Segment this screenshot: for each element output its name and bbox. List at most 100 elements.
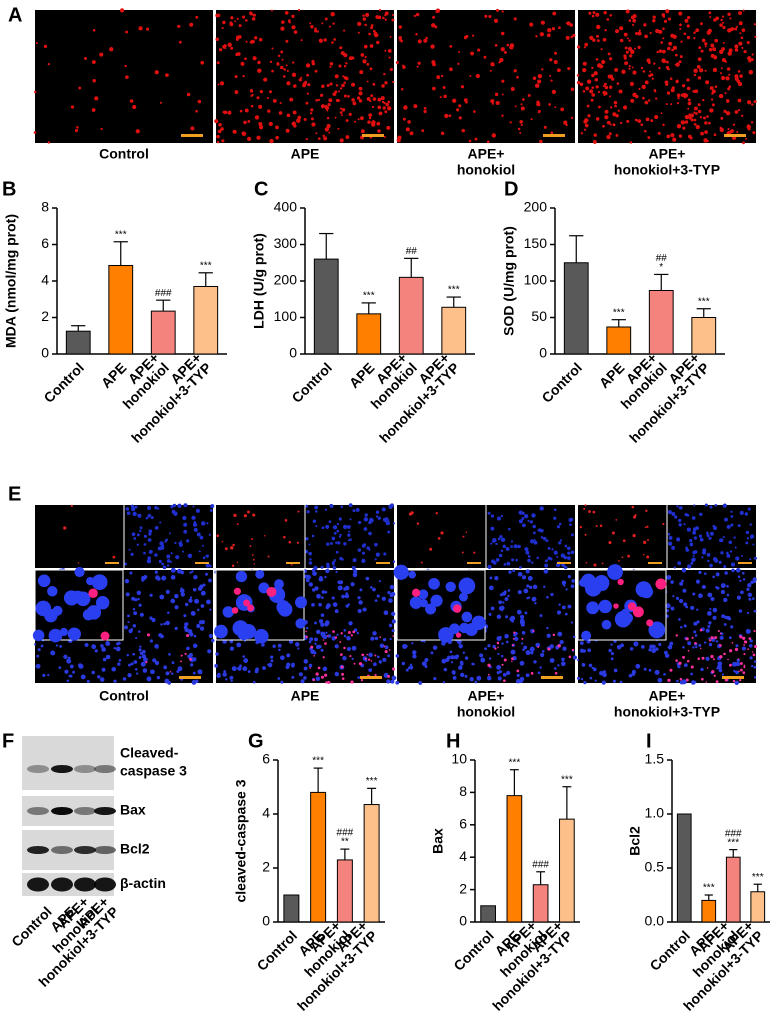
cell-dot — [276, 61, 279, 65]
cell-dot — [278, 648, 281, 652]
cell-dot — [189, 571, 192, 574]
cell-dot — [612, 679, 616, 683]
cell-dot — [267, 555, 270, 558]
cell-dot — [283, 68, 286, 71]
cell-dot — [629, 141, 633, 144]
cell-dot — [189, 22, 194, 27]
bar — [532, 884, 549, 923]
cell-dot — [693, 106, 698, 111]
cell-dot — [178, 40, 182, 44]
cell-dot — [305, 626, 309, 630]
cell-dot — [675, 634, 678, 637]
cell-dot — [649, 644, 654, 649]
cell-dot — [182, 550, 185, 553]
cell-dot — [216, 673, 221, 679]
cell-dot — [183, 529, 188, 534]
cell-dot — [675, 596, 680, 600]
cell-dot — [713, 674, 716, 677]
cell-dot — [320, 631, 326, 637]
cell-dot — [557, 631, 563, 637]
cell-dot — [255, 569, 265, 579]
cell-dot — [628, 674, 633, 678]
cell-dot — [509, 121, 512, 124]
significance-label: ### — [337, 828, 354, 839]
cell-dot — [341, 672, 345, 676]
cell-dot — [666, 575, 672, 580]
cell-dot — [607, 564, 623, 580]
cell-dot — [687, 101, 692, 106]
significance-label: *** — [115, 229, 127, 240]
cell-dot — [727, 29, 730, 33]
cell-dot — [737, 70, 741, 73]
cell-dot — [501, 114, 504, 117]
cell-dot — [722, 21, 725, 24]
cell-dot — [245, 40, 248, 43]
cell-dot — [243, 658, 249, 663]
cell-dot — [722, 535, 725, 539]
cell-dot — [715, 572, 720, 577]
cell-dot — [376, 655, 380, 659]
cell-dot — [633, 13, 636, 17]
cell-dot — [149, 639, 153, 643]
cell-dot — [306, 92, 309, 95]
cell-dot — [129, 99, 134, 103]
cell-dot — [710, 636, 714, 640]
cell-dot — [739, 74, 743, 78]
cell-dot — [712, 47, 717, 52]
y-tick-label: 100 — [524, 272, 548, 288]
image-caption: APE+ — [468, 146, 505, 162]
cell-dot — [409, 596, 423, 609]
cell-dot — [508, 570, 512, 574]
cell-dot — [343, 53, 348, 58]
cell-dot — [304, 574, 309, 579]
cell-dot — [191, 680, 197, 685]
bar — [65, 330, 91, 355]
cell-dot — [169, 671, 172, 673]
cell-dot — [714, 38, 719, 43]
cell-dot — [753, 665, 757, 669]
cell-dot — [697, 109, 702, 114]
cell-dot — [537, 73, 543, 79]
cell-dot — [450, 655, 455, 660]
cell-dot — [327, 634, 332, 638]
cell-dot — [499, 57, 504, 63]
cell-dot — [229, 639, 234, 644]
cell-dot — [425, 36, 428, 40]
cell-dot — [223, 670, 227, 673]
cell-dot — [693, 37, 696, 40]
cell-dot — [505, 547, 510, 551]
cell-dot — [117, 662, 121, 666]
cell-dot — [94, 649, 98, 653]
cell-dot — [479, 653, 484, 658]
cell-dot — [249, 89, 254, 93]
cell-dot — [619, 38, 624, 43]
cell-dot — [677, 664, 681, 669]
cell-dot — [725, 551, 729, 555]
cell-dot — [189, 658, 192, 661]
scale-bar — [105, 562, 119, 564]
cell-dot — [736, 131, 739, 133]
cell-dot — [690, 665, 694, 669]
cell-dot — [326, 116, 330, 120]
cell-dot — [142, 668, 148, 673]
cell-dot — [222, 110, 226, 114]
cell-dot — [322, 656, 325, 659]
cell-dot — [387, 675, 391, 678]
cell-dot — [490, 542, 493, 545]
cell-dot — [149, 616, 153, 620]
cell-dot — [742, 671, 746, 675]
cell-dot — [67, 656, 71, 660]
cell-dot — [101, 667, 106, 672]
cell-dot — [726, 584, 729, 588]
cell-dot — [258, 582, 270, 594]
cell-dot — [253, 563, 256, 565]
cell-dot — [723, 597, 728, 603]
cell-dot — [305, 630, 307, 633]
image-caption: APE — [291, 688, 320, 704]
cell-dot — [325, 568, 330, 574]
cell-dot — [704, 503, 708, 507]
cell-dot — [432, 15, 436, 19]
cell-dot — [323, 38, 327, 42]
cell-dot — [595, 524, 598, 528]
cell-dot — [681, 93, 685, 98]
